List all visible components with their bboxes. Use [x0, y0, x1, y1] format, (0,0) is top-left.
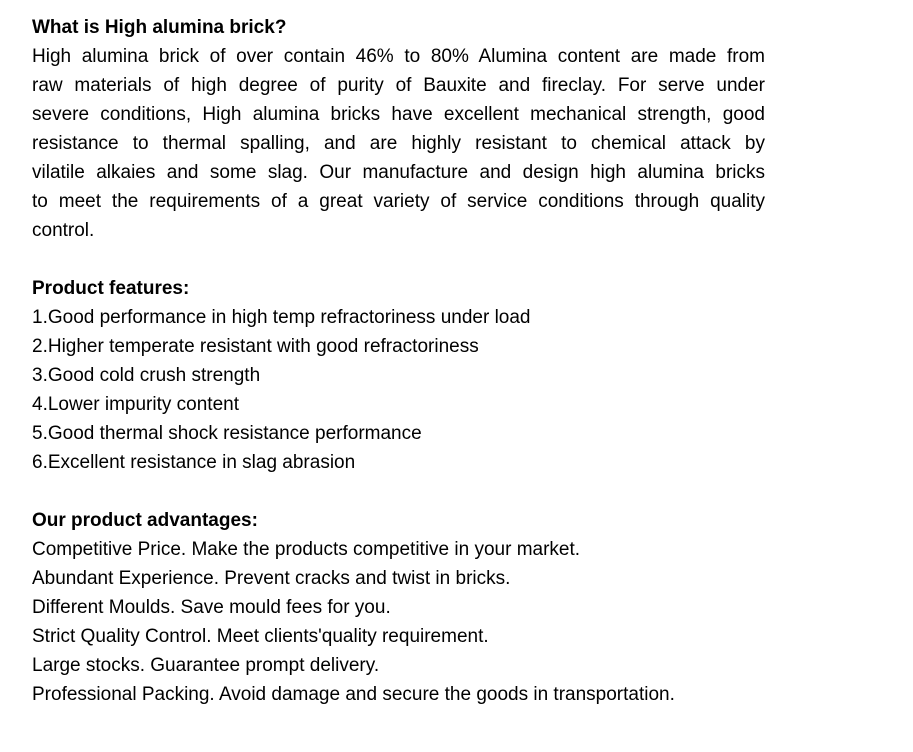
- section-features: Product features: 1.Good performance in …: [32, 274, 765, 477]
- features-heading: Product features:: [32, 278, 190, 299]
- advantage-item: Different Moulds. Save mould fees for yo…: [32, 597, 391, 618]
- feature-item: 4.Lower impurity content: [32, 394, 239, 415]
- features-list: 1.Good performance in high temp refracto…: [32, 303, 765, 477]
- feature-item: 3.Good cold crush strength: [32, 365, 261, 386]
- feature-item: 2.Higher temperate resistant with good r…: [32, 336, 479, 357]
- advantages-list: Competitive Price. Make the products com…: [32, 535, 765, 709]
- feature-item: 1.Good performance in high temp refracto…: [32, 307, 531, 328]
- intro-heading: What is High alumina brick?: [32, 17, 287, 38]
- intro-paragraph-line: High alumina brick of over contain 46% t…: [32, 46, 765, 67]
- intro-paragraph-line: resistance to thermal spalling, and are …: [32, 133, 765, 154]
- intro-paragraph-line: raw materials of high degree of purity o…: [32, 75, 765, 96]
- feature-item: 5.Good thermal shock resistance performa…: [32, 423, 422, 444]
- intro-paragraph-line: vilatile alkaies and some slag. Our manu…: [32, 162, 765, 183]
- advantage-item: Abundant Experience. Prevent cracks and …: [32, 568, 511, 589]
- advantage-item: Strict Quality Control. Meet clients'qua…: [32, 626, 489, 647]
- advantage-item: Competitive Price. Make the products com…: [32, 539, 581, 560]
- advantages-heading: Our product advantages:: [32, 510, 258, 531]
- feature-item: 6.Excellent resistance in slag abrasion: [32, 452, 356, 473]
- intro-paragraph-last-line: control.: [32, 220, 95, 241]
- section-intro: What is High alumina brick? High alumina…: [32, 13, 765, 245]
- intro-paragraph-line: severe conditions, High alumina bricks h…: [32, 104, 765, 125]
- advantage-item: Professional Packing. Avoid damage and s…: [32, 684, 675, 705]
- advantage-item: Large stocks. Guarantee prompt delivery.: [32, 655, 380, 676]
- intro-paragraph-line: to meet the requirements of a great vari…: [32, 191, 765, 212]
- intro-paragraph: High alumina brick of over contain 46% t…: [32, 42, 765, 245]
- section-advantages: Our product advantages: Competitive Pric…: [32, 506, 765, 709]
